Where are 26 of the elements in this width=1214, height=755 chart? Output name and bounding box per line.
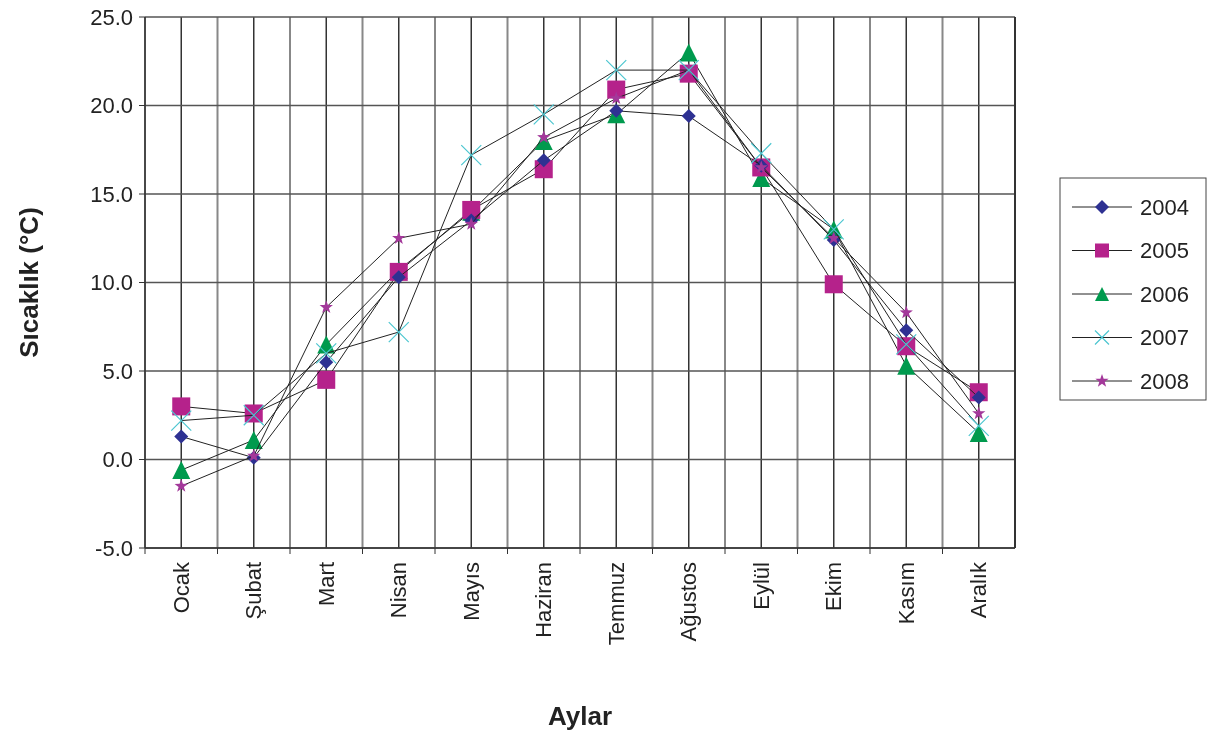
legend-label: 2006	[1140, 281, 1189, 307]
x-tick-label: Mart	[313, 562, 339, 606]
legend-label: 2005	[1140, 238, 1189, 264]
x-tick-label: Mayıs	[458, 562, 484, 621]
y-tick-label: 0.0	[102, 447, 133, 473]
y-tick-label: 15.0	[90, 181, 133, 207]
x-tick-label: Ekim	[821, 562, 847, 611]
x-tick-label: Aralık	[966, 561, 992, 619]
y-tick-label: 25.0	[90, 4, 133, 30]
x-tick-label: Nisan	[386, 562, 412, 619]
legend-label: 2004	[1140, 194, 1189, 220]
legend-label: 2007	[1140, 325, 1189, 351]
y-tick-label: -5.0	[95, 535, 133, 561]
x-tick-label: Temmuz	[603, 562, 629, 646]
x-axis-title: Aylar	[547, 701, 613, 731]
x-tick-label: Ocak	[168, 561, 194, 614]
y-tick-label: 20.0	[90, 93, 133, 119]
x-tick-label: Şubat	[241, 562, 267, 620]
y-tick-label: 5.0	[102, 358, 133, 384]
x-tick-label: Ağustos	[676, 562, 702, 642]
legend-label: 2008	[1140, 368, 1189, 394]
x-tick-label: Haziran	[531, 562, 557, 638]
x-tick-label: Eylül	[748, 562, 774, 610]
y-tick-label: 10.0	[90, 270, 133, 296]
x-tick-label: Kasım	[893, 562, 919, 625]
y-axis-title: Sıcaklık (°C)	[14, 207, 44, 358]
